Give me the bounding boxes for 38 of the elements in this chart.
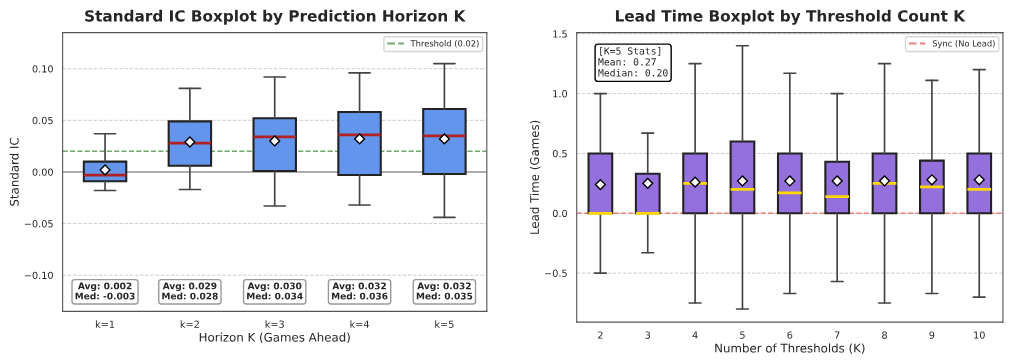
legend-label: Sync (No Lead): [932, 40, 995, 49]
y-axis-title: Lead Time (Games): [529, 120, 541, 234]
x-axis-title: Horizon K (Games Ahead): [199, 332, 350, 344]
x-tick-label: 5: [740, 331, 745, 339]
annotation: [K=5 Stats] Mean: 0.27 Median: 0.20: [598, 47, 668, 77]
x-tick-label: k=3: [265, 320, 284, 328]
chart-title: Standard IC Boxplot by Prediction Horizon K: [85, 9, 466, 25]
x-tick-label: 10: [974, 331, 985, 339]
annotation: Avg: 0.029 Med: 0.028: [162, 282, 218, 300]
y-tick-label: 0.05: [32, 116, 53, 125]
x-tick-label: 9: [929, 331, 935, 339]
x-tick-label: k=1: [95, 320, 115, 328]
x-tick-label: 4: [692, 331, 698, 339]
y-tick-label: 0.10: [32, 65, 53, 73]
x-tick-label: 2: [598, 331, 603, 339]
legend-label: Threshold (0.02): [410, 40, 479, 48]
annotation: Avg: 0.032 Med: 0.036: [331, 282, 388, 300]
x-tick-label: 6: [787, 331, 793, 339]
y-tick-label: 1.5: [553, 30, 567, 38]
y-tick-label: 0.00: [32, 168, 53, 176]
y-tick-label: 1.0: [553, 90, 568, 98]
x-tick-label: 8: [882, 331, 887, 339]
x-tick-label: k=5: [435, 320, 454, 328]
y-tick-label: −0.05: [24, 220, 53, 228]
annotation: Avg: 0.032 Med: 0.035: [416, 282, 473, 300]
y-tick-label: 0.5: [552, 149, 567, 158]
x-tick-label: 3: [645, 331, 651, 339]
annotation: Avg: 0.030 Med: 0.034: [247, 282, 303, 300]
y-tick-label: 0.0: [552, 209, 568, 218]
y-axis-title: Standard IC: [9, 138, 19, 206]
x-tick-label: 7: [834, 331, 840, 339]
x-tick-label: k=4: [350, 320, 369, 328]
chart-title: Lead Time Boxplot by Threshold Count K: [615, 9, 966, 25]
annotation: Avg: 0.002 Med: -0.003: [75, 282, 135, 300]
x-tick-label: k=2: [180, 320, 199, 328]
x-axis-title: Number of Thresholds (K): [715, 343, 865, 354]
y-tick-label: −0.5: [545, 269, 567, 277]
y-tick-label: −0.10: [24, 271, 53, 280]
